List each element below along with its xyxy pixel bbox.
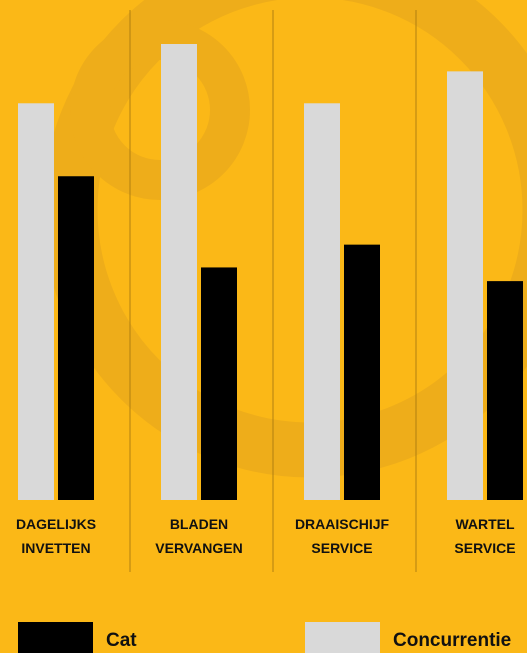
bar <box>344 244 380 500</box>
legend-swatch <box>18 622 93 653</box>
bar <box>161 44 197 500</box>
x-tick-label: DAGELIJKS INVETTEN <box>15 516 97 556</box>
x-tick-label: BLADEN VERVANGEN <box>155 516 243 556</box>
bar <box>18 103 54 500</box>
x-tick-label: WARTEL SERVICE <box>454 516 516 556</box>
legend-swatch <box>305 622 380 653</box>
bar <box>304 103 340 500</box>
decor-ring <box>70 20 250 200</box>
bar <box>58 176 94 501</box>
bar <box>201 267 237 500</box>
bar <box>487 281 523 500</box>
legend-label: Cat <box>106 630 137 651</box>
x-tick-label: DRAAISCHIJF SERVICE <box>294 516 390 556</box>
bar <box>447 71 483 501</box>
legend-label: Concurrentie <box>393 630 512 651</box>
